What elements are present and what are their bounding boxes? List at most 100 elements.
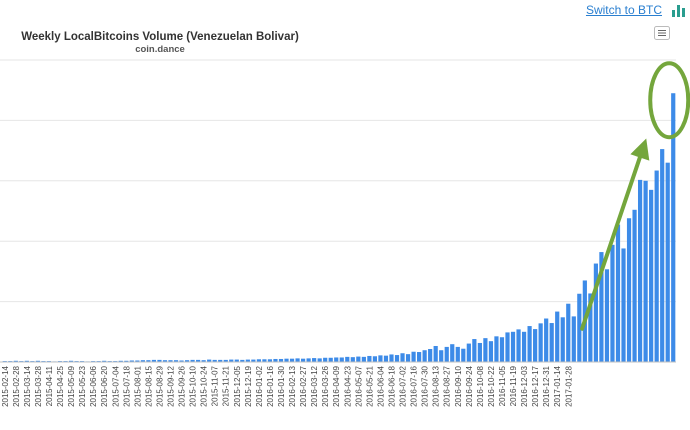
x-tick-label: 2015-06-20 <box>100 365 109 406</box>
x-tick-label: 2016-09-24 <box>465 365 474 406</box>
bar <box>461 348 466 362</box>
bar <box>499 337 505 362</box>
bar <box>649 189 654 362</box>
bar <box>151 359 157 362</box>
x-tick-label: 2016-12-31 <box>542 365 551 406</box>
bar <box>361 356 366 362</box>
bar <box>179 360 184 362</box>
bar <box>13 360 18 362</box>
x-tick-label: 2016-01-16 <box>266 365 275 406</box>
bar <box>477 342 482 362</box>
x-tick-label: 2016-10-22 <box>487 365 496 406</box>
bar <box>284 358 289 362</box>
x-tick-label: 2016-05-21 <box>365 365 374 406</box>
bar <box>157 359 162 362</box>
bar <box>394 355 400 362</box>
bar <box>599 252 604 362</box>
x-tick-label: 2015-08-15 <box>144 365 153 406</box>
bar <box>632 209 637 362</box>
bar-chart-icon-bar <box>677 5 680 17</box>
x-tick-label: 2016-01-30 <box>277 365 286 406</box>
bar <box>68 360 74 362</box>
bar <box>533 329 538 362</box>
bar <box>472 339 477 362</box>
bar <box>516 329 521 362</box>
trend-arrow-line <box>580 151 644 331</box>
bar-chart-icon-bar <box>672 10 675 17</box>
bar <box>184 360 190 362</box>
bar <box>323 357 328 362</box>
x-tick-label: 2016-11-05 <box>498 365 507 406</box>
chart-menu-button[interactable] <box>654 26 670 40</box>
bar-chart-icon-bar <box>682 8 685 17</box>
x-tick-label: 2015-04-11 <box>45 365 54 406</box>
bar <box>168 360 173 362</box>
bar <box>234 359 239 362</box>
chart-subtitle: coin.dance <box>135 44 185 55</box>
bar <box>372 356 378 362</box>
x-tick-label: 2015-02-14 <box>1 365 10 406</box>
x-tick-label: 2016-09-10 <box>454 365 463 406</box>
x-tick-label: 2016-01-02 <box>255 365 264 406</box>
bar <box>339 357 344 362</box>
bar <box>306 358 311 362</box>
switch-to-btc-link[interactable]: Switch to BTC <box>585 3 662 17</box>
x-tick-label: 2017-01-28 <box>564 365 573 406</box>
x-tick-label: 2015-12-05 <box>233 365 242 406</box>
x-tick-label: 2016-06-18 <box>388 365 397 406</box>
bar <box>466 343 471 362</box>
bar-chart-icon[interactable] <box>670 2 686 18</box>
x-tick-label: 2016-07-16 <box>410 365 419 406</box>
bar <box>521 331 527 362</box>
x-tick-label: 2015-05-09 <box>67 365 76 406</box>
x-tick-label: 2016-12-03 <box>520 365 529 406</box>
bar <box>643 180 648 362</box>
bar <box>654 170 659 362</box>
bar <box>350 357 355 362</box>
x-tick-label: 2016-08-13 <box>432 365 441 406</box>
bar <box>267 359 273 362</box>
bar <box>35 360 41 362</box>
bar <box>102 360 107 362</box>
x-tick-label: 2015-08-01 <box>133 365 142 406</box>
highlight-ellipse <box>648 61 690 140</box>
bar <box>593 263 598 362</box>
x-tick-label: 2017-01-14 <box>553 365 562 406</box>
bar <box>455 346 460 362</box>
x-tick-label: 2016-07-30 <box>421 365 430 406</box>
bar <box>577 293 582 362</box>
bar <box>295 358 300 362</box>
bar <box>118 360 123 362</box>
bar <box>146 360 151 362</box>
bar <box>488 341 494 362</box>
bar <box>201 360 206 362</box>
bar <box>345 356 350 362</box>
x-tick-label: 2016-03-12 <box>310 365 319 406</box>
x-tick-label: 2016-02-13 <box>288 365 297 406</box>
bar <box>560 317 565 362</box>
x-tick-label: 2015-09-26 <box>178 365 187 406</box>
bar <box>212 359 217 362</box>
x-tick-label: 2015-05-23 <box>78 365 87 406</box>
bar <box>494 336 499 362</box>
x-tick-label: 2015-04-25 <box>56 365 65 406</box>
bar <box>505 332 510 362</box>
bar <box>637 179 643 362</box>
x-tick-label: 2015-02-28 <box>12 365 21 406</box>
bar <box>312 358 317 362</box>
bar <box>450 344 455 362</box>
bar <box>483 338 488 362</box>
bar <box>367 355 372 362</box>
bar <box>124 360 129 362</box>
x-axis-labels: 2015-02-14 2015-02-28 2015-03-14 2015-03-28… <box>1 365 573 406</box>
bar <box>245 359 250 362</box>
bar <box>173 360 179 362</box>
trend-arrow-head <box>630 138 650 161</box>
x-tick-label: 2015-08-29 <box>156 365 165 406</box>
bar <box>278 358 284 362</box>
bar <box>256 359 261 362</box>
bar-series <box>2 93 676 362</box>
bar <box>610 244 615 362</box>
bar <box>218 359 223 362</box>
